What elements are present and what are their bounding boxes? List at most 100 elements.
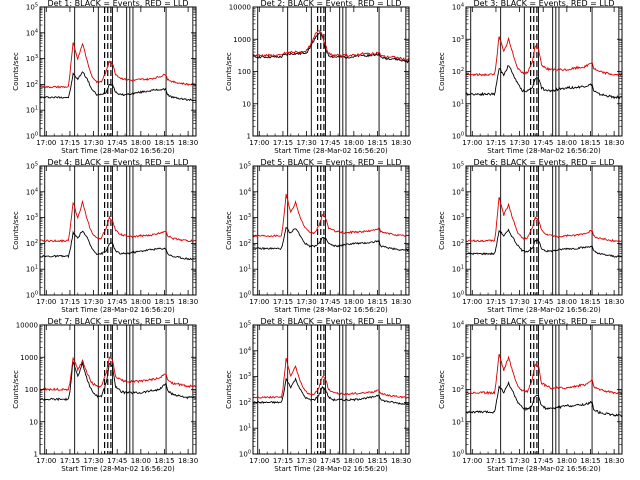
y-axis-label: Counts/sec [438,370,446,409]
series-lld-red [40,356,196,392]
y-tick-label: 100 [452,450,464,459]
series-events-black [40,230,196,261]
y-tick-label: 1 [34,451,38,459]
y-tick-label: 103 [26,54,38,63]
x-axis-label: Start Time (28-Mar-02 16:56:20) [274,306,388,314]
panel-data [466,166,622,295]
series-events-black [253,226,409,252]
x-tick-label: 17:15 [60,298,80,306]
y-tick-label: 103 [452,353,464,362]
y-tick-label: 104 [452,321,464,330]
plot-frame [39,324,197,455]
y-axis-label: Counts/sec [12,52,20,91]
y-tick-label: 10 [242,100,251,108]
y-tick-label: 105 [239,321,251,330]
y-tick-label: 102 [452,385,464,394]
x-tick-label: 18:00 [344,457,364,465]
y-tick-label: 100 [239,291,251,300]
x-tick-label: 18:00 [344,139,364,147]
y-tick-label: 102 [452,239,464,248]
series-lld-red [466,196,622,243]
x-tick-label: 17:30 [509,298,529,306]
y-tick-label: 104 [239,346,251,355]
panel-data [253,7,409,136]
x-tick-label: 17:45 [107,298,127,306]
y-tick-label: 1 [247,133,251,141]
y-axis-label: Counts/sec [438,211,446,250]
x-tick-label: 18:15 [580,139,600,147]
x-tick-label: 17:00 [462,457,482,465]
y-tick-label: 102 [239,239,251,248]
x-tick-label: 17:00 [36,139,56,147]
x-tick-label: 18:30 [604,457,624,465]
series-events-black [466,65,622,100]
y-tick-label: 100 [239,450,251,459]
y-tick-label: 101 [239,424,251,433]
panel-title: Det 4: BLACK = Events, RED = LLD [48,158,189,167]
series-lld-red [253,357,409,399]
x-tick-label: 18:00 [557,139,577,147]
x-tick-label: 17:45 [320,457,340,465]
x-tick-label: 17:15 [486,139,506,147]
x-tick-label: 17:30 [83,298,103,306]
y-axis-label: Counts/sec [225,52,233,91]
y-tick-label: 103 [239,213,251,222]
panel-det-5: Det 5: BLACK = Events, RED = LLD 100 101 10… [225,158,411,314]
y-tick-label: 101 [452,417,464,426]
y-tick-label: 100 [452,132,464,141]
x-tick-label: 18:15 [154,139,174,147]
series-events-black [253,377,409,406]
y-axis-label: Counts/sec [438,52,446,91]
y-tick-label: 102 [26,80,38,89]
y-tick-label: 100 [26,291,38,300]
x-axis-label: Start Time (28-Mar-02 16:56:20) [274,465,388,473]
x-axis-label: Start Time (28-Mar-02 16:56:20) [61,465,175,473]
x-axis-label: Start Time (28-Mar-02 16:56:20) [487,465,601,473]
x-tick-label: 17:45 [107,139,127,147]
x-tick-label: 17:45 [533,139,553,147]
plot-frame [252,6,410,137]
panel-data [253,166,409,295]
series-lld-red [466,353,622,396]
series-events-black [40,71,196,102]
panel-det-8: Det 8: BLACK = Events, RED = LLD 100 101 10… [225,317,411,473]
x-tick-label: 18:30 [391,298,411,306]
x-tick-label: 18:15 [367,457,387,465]
panel-det-3: Det 3: BLACK = Events, RED = LLD 100 101 10… [438,0,624,155]
y-tick-label: 101 [452,99,464,108]
x-tick-label: 18:30 [604,298,624,306]
y-axis-label: Counts/sec [225,211,233,250]
x-tick-label: 18:00 [131,457,151,465]
panel-data [466,325,622,454]
series-events-black [40,361,196,402]
x-tick-label: 17:00 [249,139,269,147]
y-tick-label: 103 [452,35,464,44]
y-tick-label: 105 [26,162,38,171]
y-tick-label: 10000 [16,322,38,330]
y-tick-label: 104 [26,28,38,37]
x-tick-label: 18:15 [367,298,387,306]
panel-title: Det 6: BLACK = Events, RED = LLD [474,158,615,167]
series-lld-red [40,199,196,243]
x-tick-label: 17:30 [296,298,316,306]
y-tick-label: 105 [452,162,464,171]
x-tick-label: 17:00 [36,457,56,465]
x-axis-label: Start Time (28-Mar-02 16:56:20) [487,147,601,155]
plot-frame [465,324,623,455]
x-tick-label: 18:30 [178,298,198,306]
panel-data [40,7,196,136]
x-tick-label: 18:15 [154,457,174,465]
y-tick-label: 103 [26,213,38,222]
x-tick-label: 17:30 [296,457,316,465]
y-axis-label: Counts/sec [12,370,20,409]
y-tick-label: 104 [452,3,464,12]
x-tick-label: 18:00 [557,298,577,306]
y-tick-label: 104 [26,187,38,196]
x-tick-label: 18:00 [131,298,151,306]
y-tick-label: 100 [452,291,464,300]
panel-det-6: Det 6: BLACK = Events, RED = LLD 100 101 10… [438,158,624,314]
y-tick-label: 104 [452,187,464,196]
x-tick-label: 17:30 [509,457,529,465]
x-tick-label: 17:45 [533,298,553,306]
